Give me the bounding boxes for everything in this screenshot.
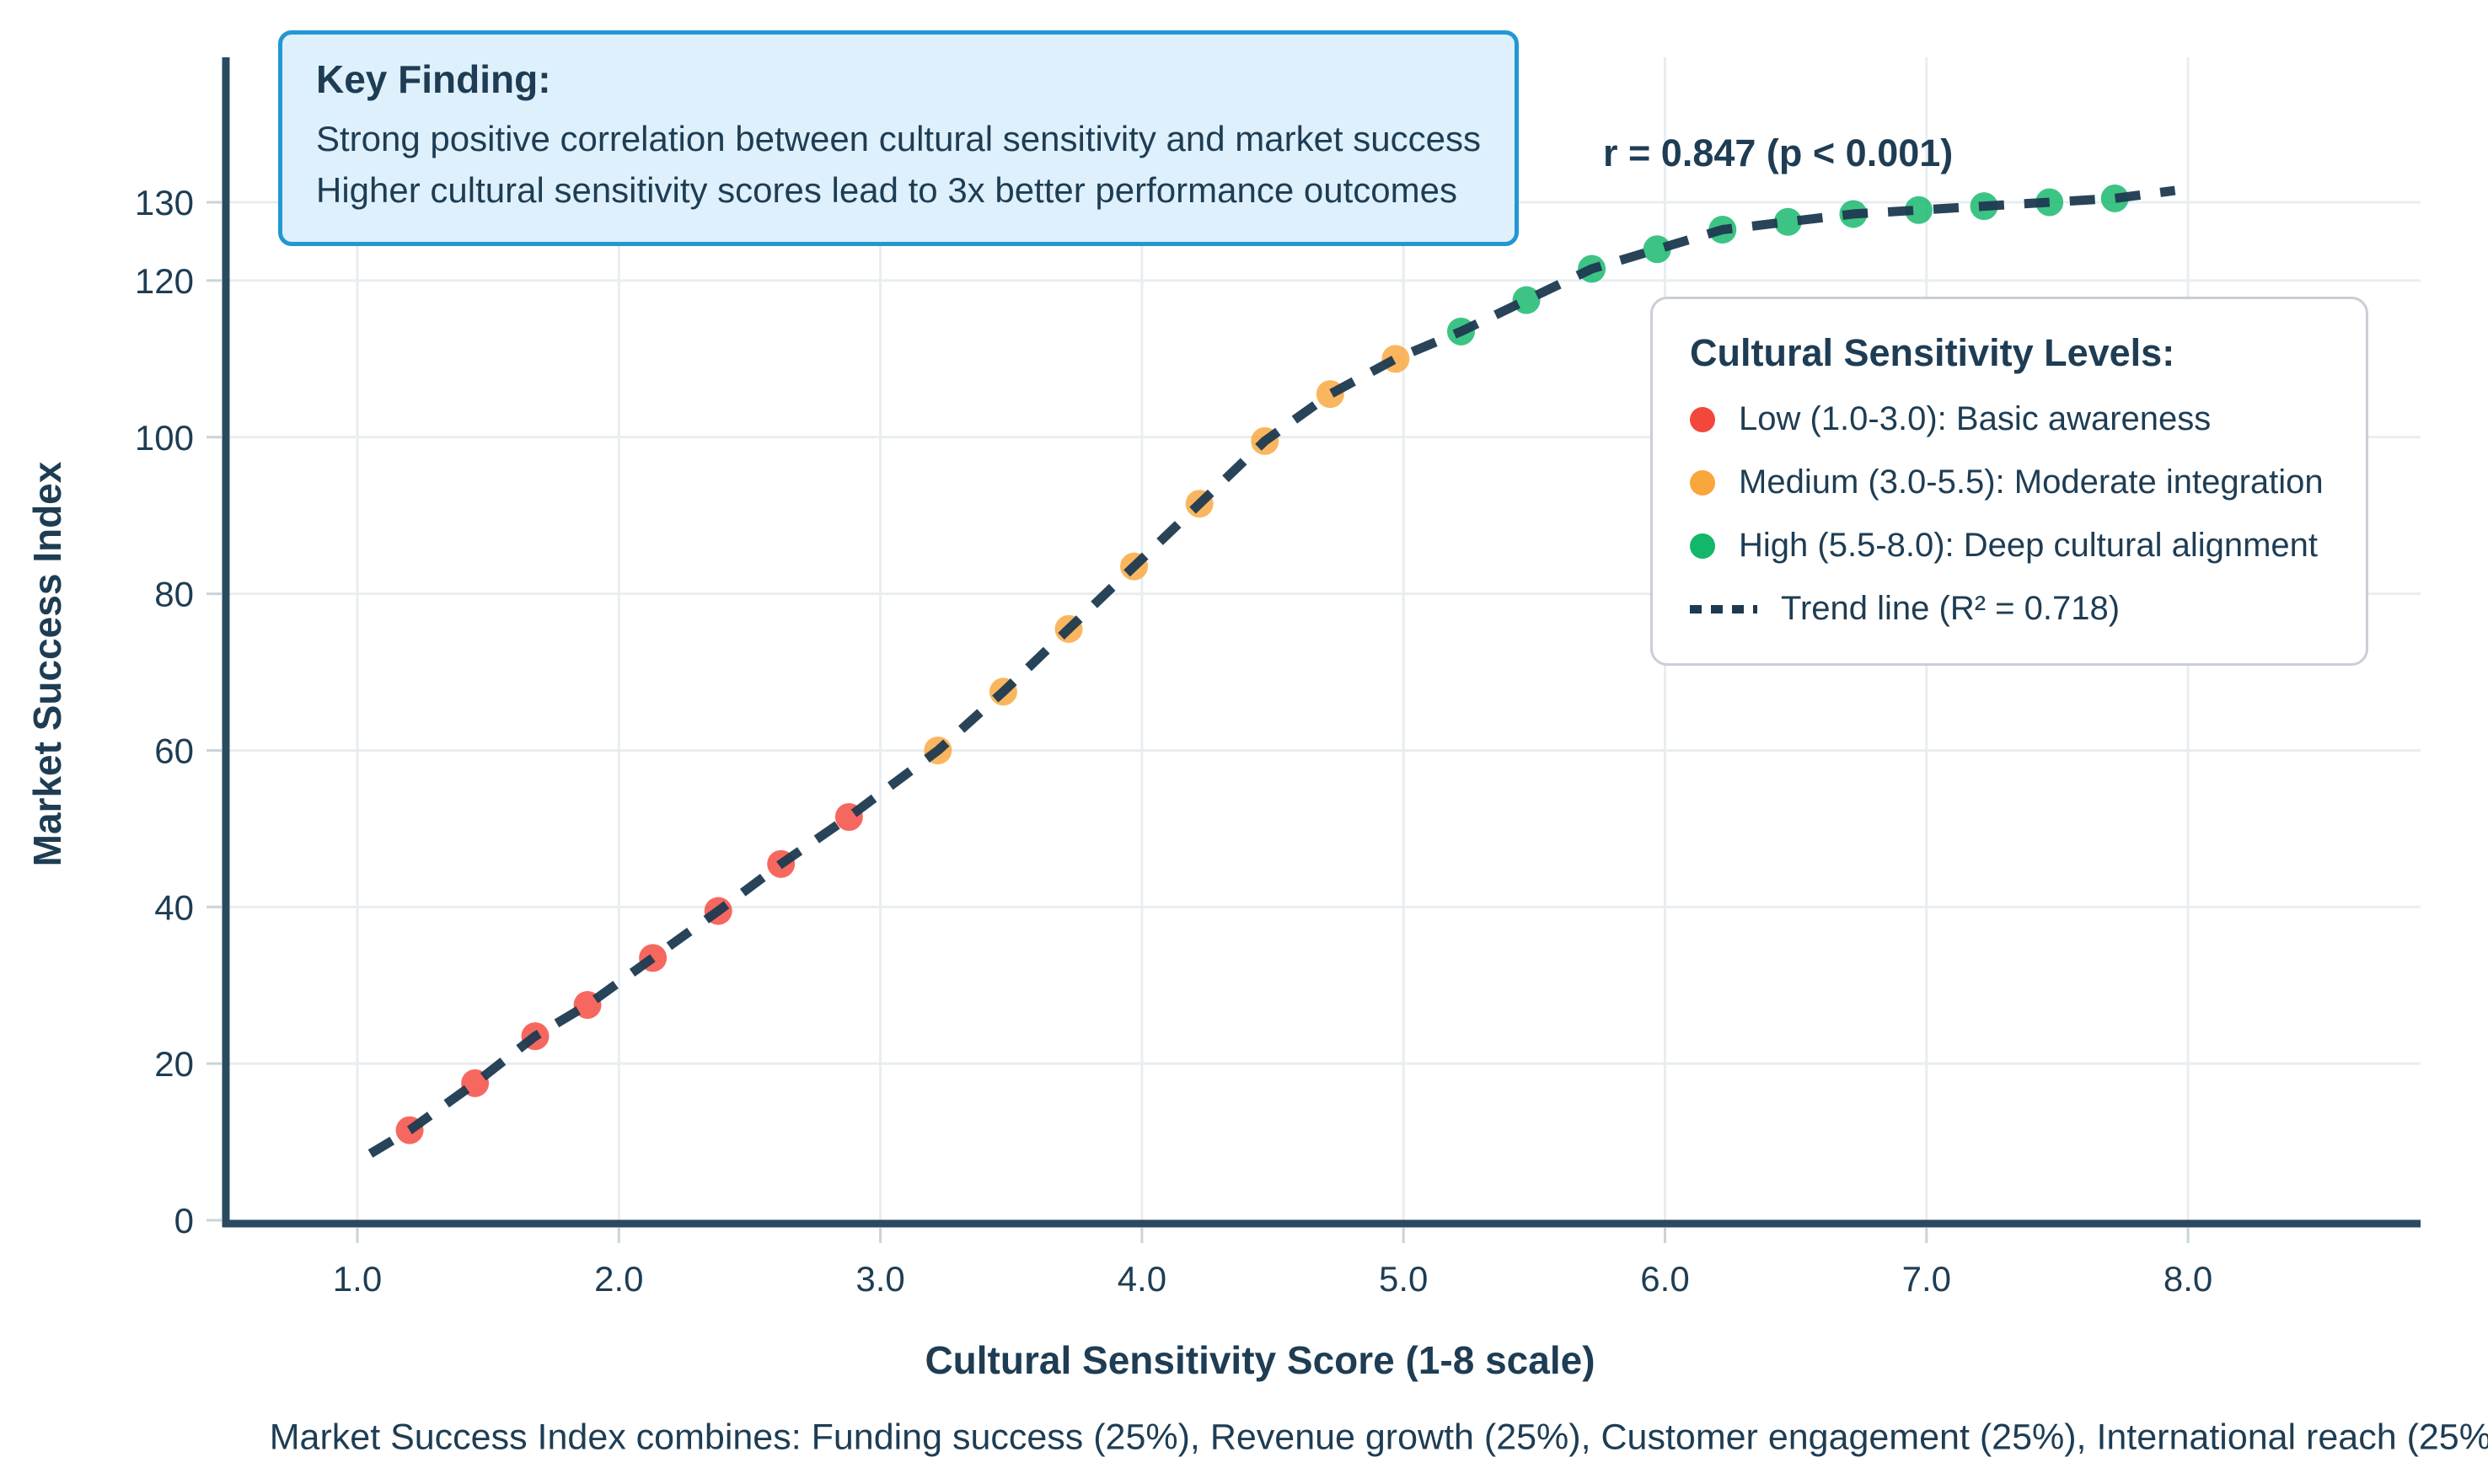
key-finding-box: Key Finding: Strong positive correlation… [278,30,1519,246]
x-tick-label: 8.0 [2164,1259,2212,1299]
data-point-high [1643,235,1671,264]
legend-item-trend: Trend line (R² = 0.718) [1690,590,2329,628]
x-tick-label: 7.0 [1902,1259,1951,1299]
y-tick-label: 0 [174,1201,194,1240]
y-tick-label: 40 [154,887,194,927]
key-finding-title: Key Finding: [316,57,551,101]
legend-dot-low-icon [1690,406,1715,432]
x-tick-label: 1.0 [333,1259,382,1299]
legend-item-label: Trend line (R² = 0.718) [1781,590,2121,627]
data-point-high [2100,184,2129,212]
y-axis-title: Market Success Index [25,461,69,867]
legend-trend-dash-icon [1690,604,1757,613]
x-tick-label: 2.0 [594,1259,643,1299]
data-point-high [1773,207,1802,236]
key-finding-line-2: Higher cultural sensitivity scores lead … [316,169,1457,210]
correlation-annotation: r = 0.847 (p < 0.001) [1603,131,1954,174]
data-point-low [461,1069,490,1097]
legend-box: Cultural Sensitivity Levels: Low (1.0-3.… [1650,297,2368,666]
legend-item-label: Low (1.0-3.0): Basic awareness [1739,400,2212,437]
legend-item-medium: Medium (3.0-5.5): Moderate integration [1690,463,2329,501]
data-point-high [1904,196,1933,224]
legend-dot-medium-icon [1690,469,1715,496]
y-tick-label: 100 [135,418,194,458]
key-finding-line-1: Strong positive correlation between cult… [316,119,1481,158]
x-tick-label: 4.0 [1118,1259,1166,1299]
legend-item-low: Low (1.0-3.0): Basic awareness [1690,400,2329,438]
legend-item-label: Medium (3.0-5.5): Moderate integration [1739,463,2324,501]
legend-dot-high-icon [1690,533,1715,559]
x-tick-label: 6.0 [1640,1259,1689,1299]
y-tick-label: 20 [154,1044,194,1084]
x-axis-title: Cultural Sensitivity Score (1-8 scale) [925,1338,1595,1382]
y-tick-label: 60 [154,731,194,770]
y-tick-label: 130 [135,183,194,222]
footnote: Market Success Index combines: Funding s… [269,1417,2488,1458]
y-tick-label: 120 [135,261,194,301]
legend-item-high: High (5.5-8.0): Deep cultural alignment [1690,527,2329,565]
y-tick-label: 80 [154,575,194,614]
legend-item-label: High (5.5-8.0): Deep cultural alignment [1739,527,2319,564]
x-tick-label: 5.0 [1379,1259,1428,1299]
x-tick-label: 3.0 [855,1259,904,1299]
legend-title: Cultural Sensitivity Levels: [1690,331,2175,374]
trend-line [367,185,2176,1158]
